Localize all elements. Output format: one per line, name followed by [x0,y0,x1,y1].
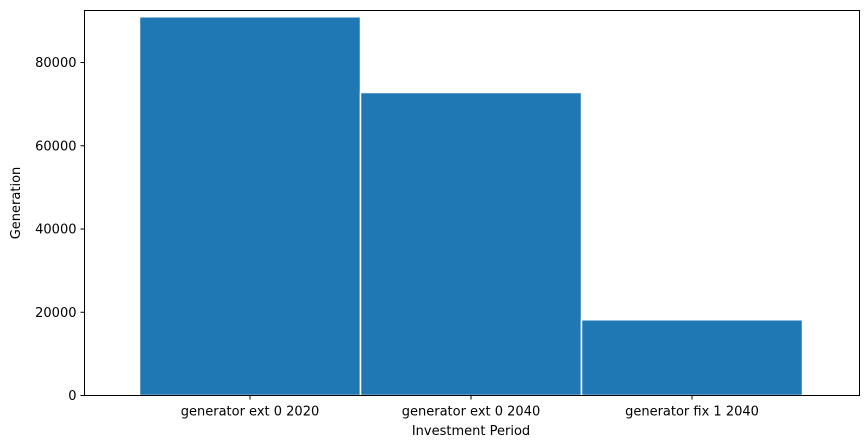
bars-group [138,15,804,397]
x-tick-label: generator ext 0 2040 [402,405,541,420]
plot-frame [84,10,860,396]
bar [580,318,804,397]
y-tick-label: 40000 [35,223,76,238]
bar [359,91,583,397]
y-tick-label: 20000 [35,306,76,321]
bar [138,15,362,397]
y-tick-label: 0 [68,389,76,404]
y-axis: 0 20000 40000 60000 80000 [35,56,85,404]
x-tick-label: generator fix 1 2040 [625,405,759,420]
x-tick-label: generator ext 0 2020 [181,405,320,420]
y-axis-label: Generation [9,167,24,240]
x-axis: generator ext 0 2020 generator ext 0 2040… [181,395,759,420]
y-tick-label: 60000 [35,139,76,154]
x-axis-label: Investment Period [412,424,530,439]
y-tick-label: 80000 [35,56,76,71]
